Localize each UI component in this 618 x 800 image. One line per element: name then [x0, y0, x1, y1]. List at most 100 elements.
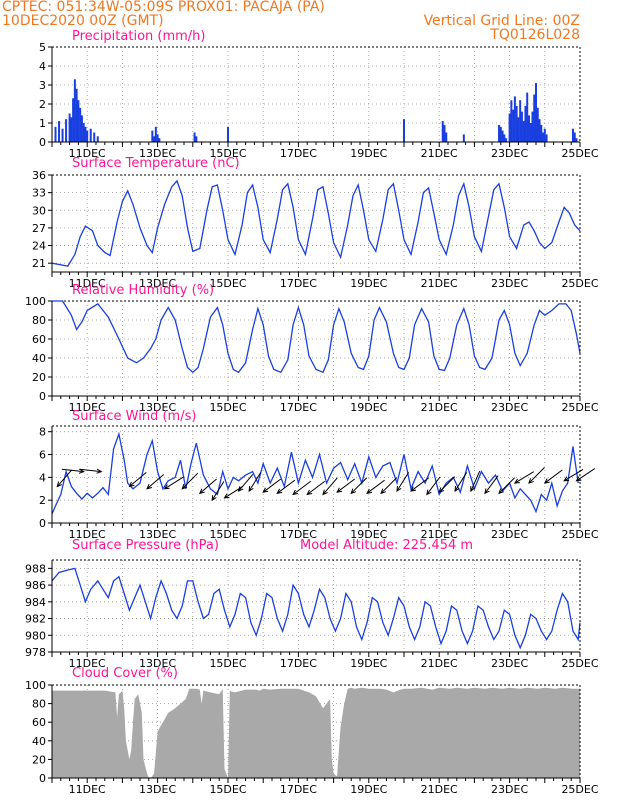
panel-title: Cloud Cover (%) [72, 666, 178, 681]
x-tick-label: 17DEC [280, 401, 317, 414]
wind-arrowhead [237, 486, 244, 492]
wind-arrowhead [128, 481, 135, 488]
panel-temp: 21 24 27 30 33 36 11DEC 13DEC 15DEC 17DEC 19DEC 21D… [32, 156, 599, 290]
precip-bar [498, 124, 501, 142]
x-tick-label: 15DEC [209, 277, 246, 290]
precip-bar [573, 132, 576, 142]
x-tick-label: 13DEC [139, 401, 176, 414]
y-tick-label: 60 [32, 716, 46, 729]
y-tick-label: 0 [39, 517, 46, 530]
wind-arrowhead [322, 489, 328, 496]
wind-vector [484, 475, 499, 494]
precip-bar [508, 113, 511, 142]
wind-arrowhead [248, 486, 254, 493]
wind-vector [350, 477, 368, 494]
y-tick-label: 3 [39, 79, 46, 92]
x-tick-label: 11DEC [69, 783, 106, 796]
wind-vector [514, 471, 535, 484]
wind-arrowhead [292, 489, 299, 496]
y-tick-label: 100 [25, 295, 46, 308]
wind-arrowhead [410, 486, 417, 492]
precip-bar [543, 128, 546, 142]
precip-bar [535, 83, 537, 142]
wind-arrowhead [181, 483, 188, 490]
x-tick-label: 19DEC [350, 277, 387, 290]
wind-vector [438, 476, 456, 493]
wind-vector [56, 469, 73, 487]
precip-bar [520, 111, 523, 142]
y-tick-label: 8 [39, 426, 46, 439]
cloud-cover-area [52, 687, 580, 778]
y-tick-label: 978 [25, 646, 46, 659]
precip-bar [195, 136, 198, 142]
precip-bar [443, 124, 446, 142]
x-tick-label: 11DEC [69, 147, 106, 160]
y-tick-label: 21 [32, 257, 46, 270]
wind-vector [410, 477, 429, 492]
x-tick-label: 13DEC [139, 657, 176, 670]
wind-arrowhead [484, 488, 490, 495]
y-tick-label: 60 [32, 333, 46, 346]
precip-bar [73, 79, 76, 142]
x-tick-label: 23DEC [491, 401, 528, 414]
precip-bar [540, 124, 543, 142]
y-tick-label: 0 [39, 772, 46, 785]
x-tick-label: 15DEC [209, 401, 246, 414]
wind-vector [79, 468, 102, 473]
chart-header: CPTEC: 051:34W-05:09S PROX01: PACAJA (PA… [0, 0, 618, 46]
run-date: 10DEC2020 00Z (GMT) [2, 13, 164, 29]
wind-arrowhead [563, 476, 570, 482]
wind-arrowhead [96, 468, 103, 474]
precip-bar [86, 130, 89, 142]
x-tick-label: 15DEC [209, 783, 246, 796]
x-tick-label: 23DEC [491, 783, 528, 796]
y-tick-label: 4 [39, 60, 46, 73]
x-tick-label: 25DEC [561, 401, 598, 414]
wind-arrowhead [211, 495, 217, 502]
x-tick-label: 13DEC [139, 528, 176, 541]
y-tick-label: 6 [39, 449, 46, 462]
precip-bar [158, 138, 161, 142]
precip-bar [533, 94, 536, 142]
panel-title: Surface Wind (m/s) [72, 409, 196, 424]
precip-bar [156, 134, 159, 142]
wind-arrowhead [276, 488, 283, 495]
wind-vector [224, 485, 244, 499]
wind-vector [528, 467, 545, 484]
wind-arrowhead [306, 489, 313, 496]
wind-vector [454, 472, 468, 492]
x-tick-label: 19DEC [350, 147, 387, 160]
precip-bar [515, 105, 518, 142]
precip-bar [529, 123, 532, 142]
x-tick-label: 19DEC [350, 783, 387, 796]
wind-arrowhead [454, 486, 460, 493]
y-tick-label: 80 [32, 314, 46, 327]
panel-title: Relative Humidity (%) [72, 283, 214, 298]
x-tick-label: 15DEC [209, 147, 246, 160]
x-tick-label: 13DEC [139, 147, 176, 160]
y-tick-label: 27 [32, 222, 46, 235]
panel-precip: 0 1 2 3 4 5 11DEC 13DEC 15DEC 17DEC 19DEC 21DEC 23DE… [39, 29, 599, 160]
wind-vector [146, 474, 165, 490]
x-tick-label: 19DEC [350, 657, 387, 670]
x-tick-label: 23DEC [491, 657, 528, 670]
wind-vector [576, 468, 596, 482]
wind-vector [544, 469, 563, 484]
precip-bar [501, 130, 504, 142]
temp-line [51, 179, 581, 267]
x-tick-label: 21DEC [421, 657, 458, 670]
wind-arrowhead [223, 493, 230, 499]
x-tick-label: 25DEC [561, 528, 598, 541]
panel-title: Surface Temperature (nC) [72, 156, 240, 171]
y-tick-label: 0 [39, 390, 46, 403]
pres-line [51, 567, 581, 650]
precip-bar [571, 128, 574, 142]
precip-bar [519, 100, 522, 142]
precip-bar [227, 126, 229, 142]
wind-vector [396, 472, 410, 492]
wind-arrowhead [198, 488, 205, 495]
x-tick-label: 11DEC [69, 401, 106, 414]
x-tick-label: 21DEC [421, 528, 458, 541]
wind-vector [292, 480, 312, 495]
